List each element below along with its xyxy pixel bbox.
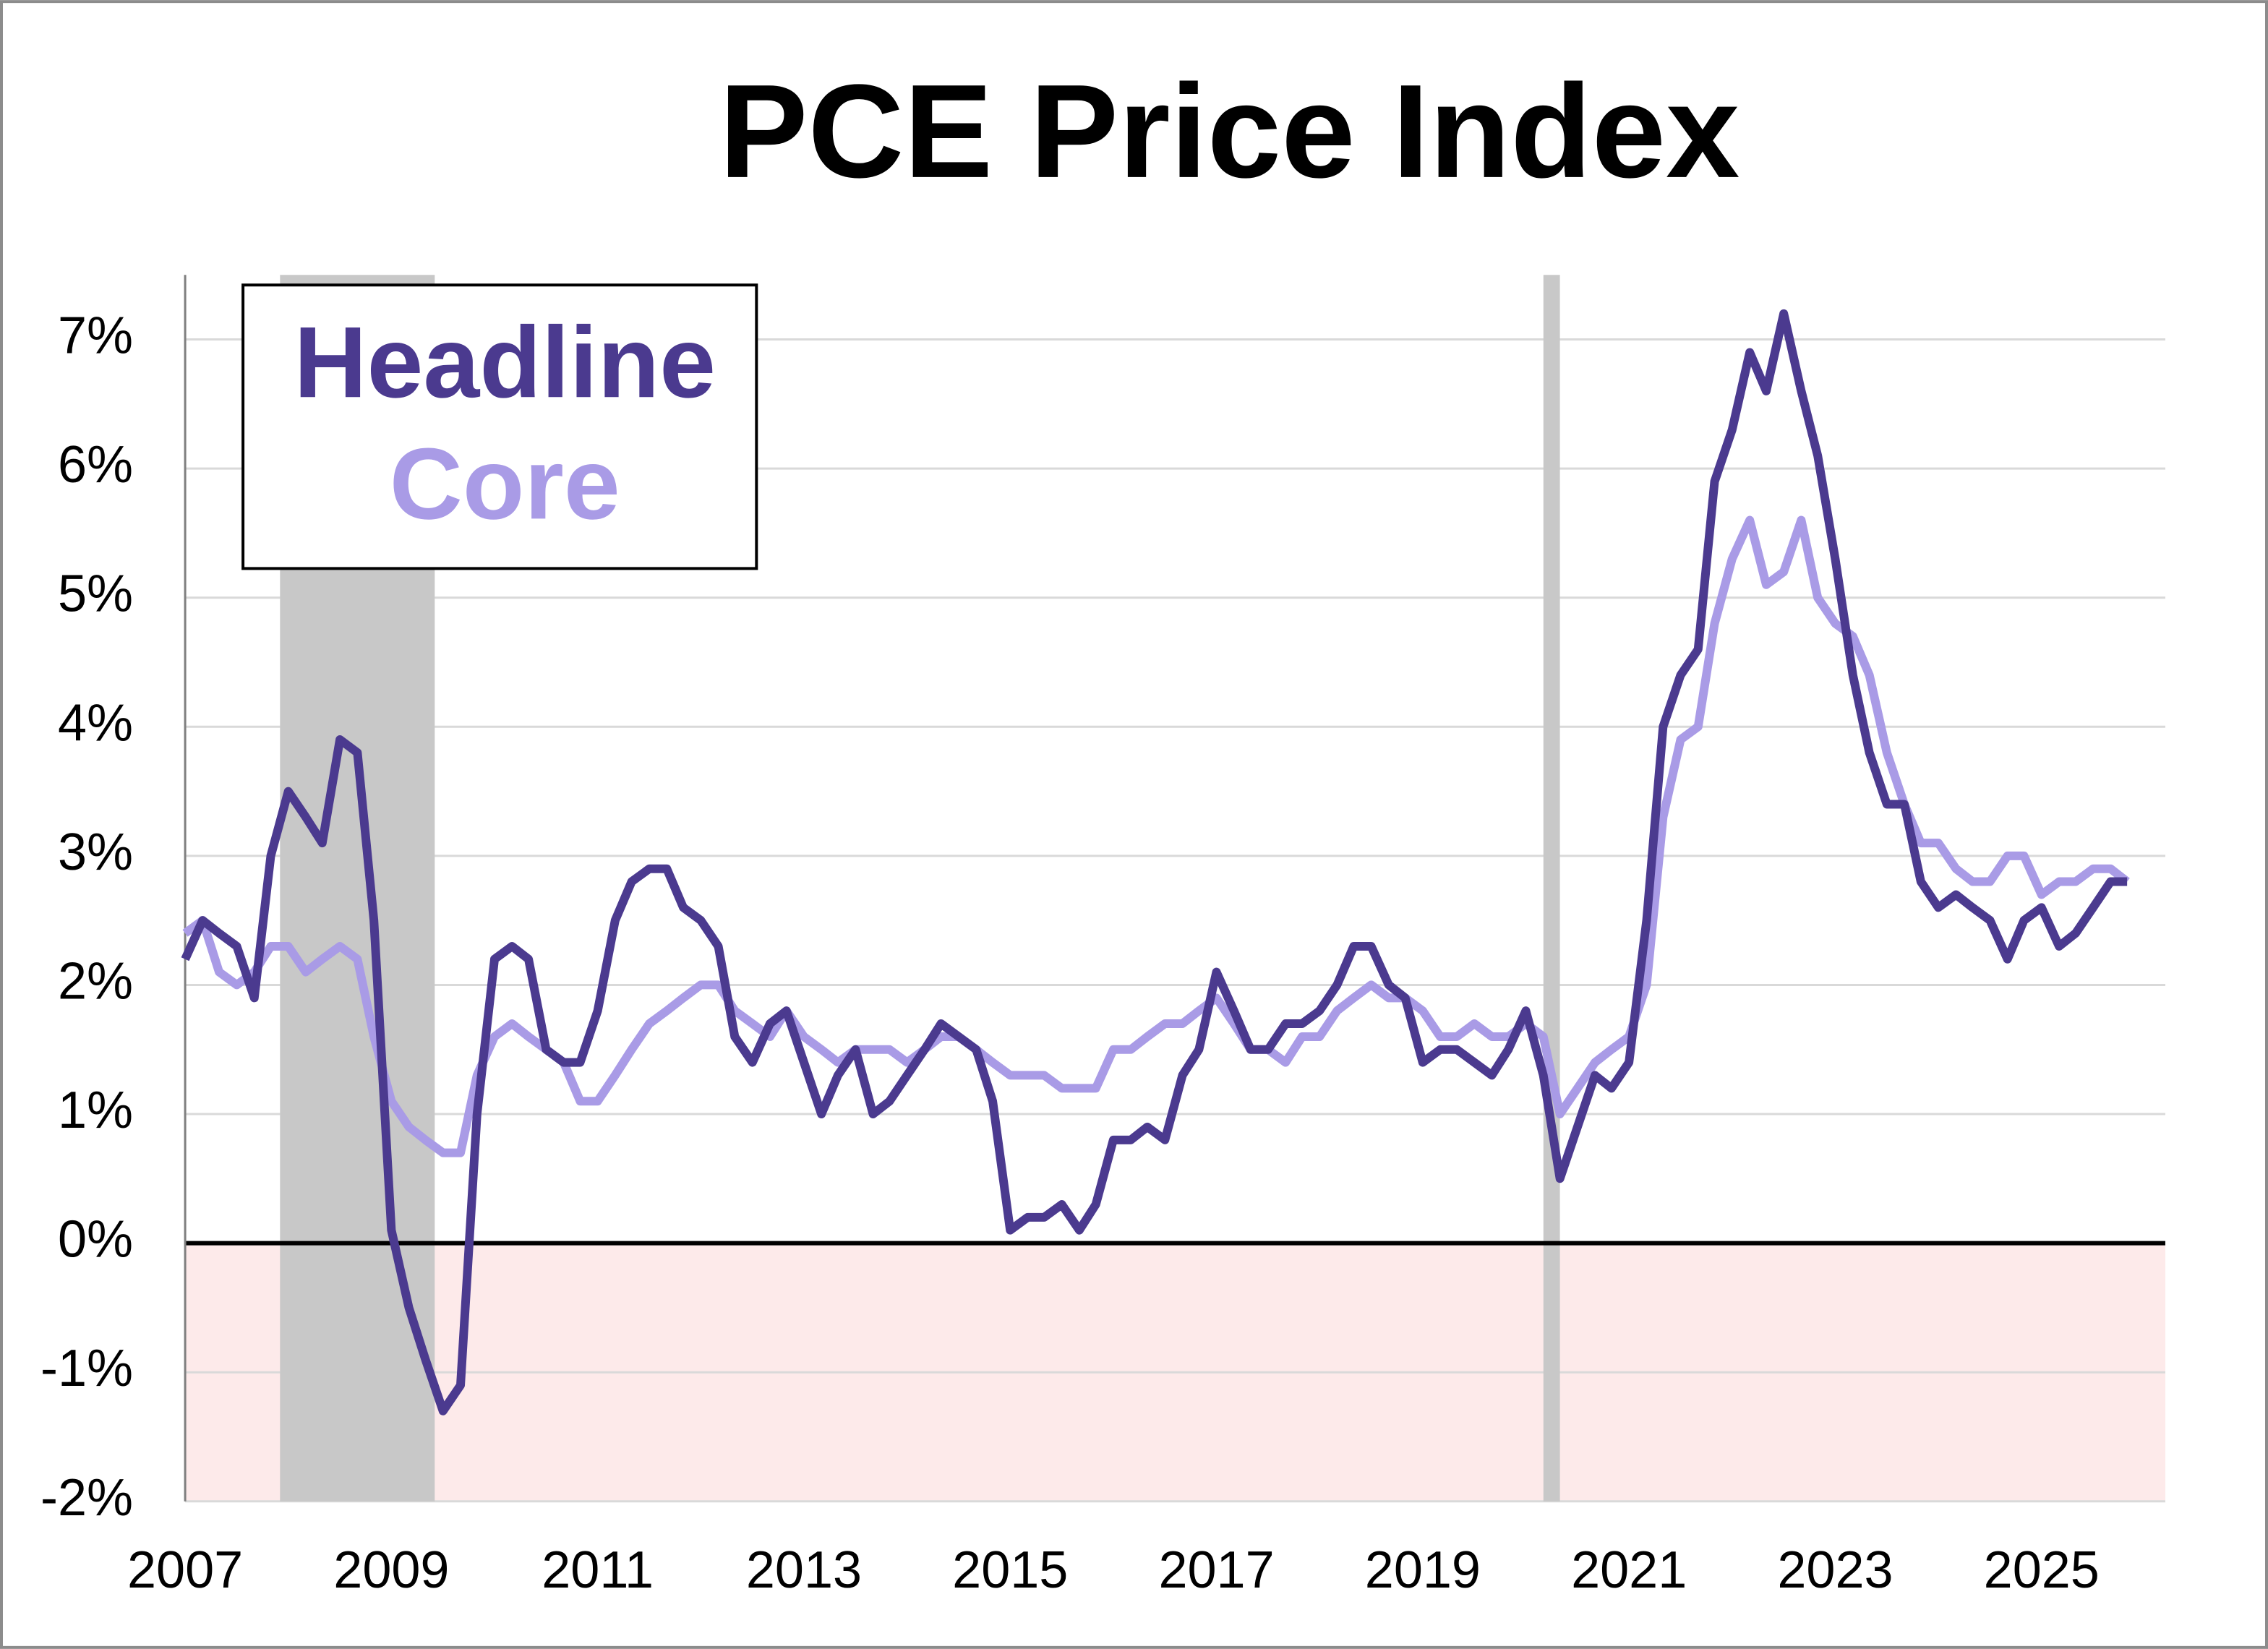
legend-label: Headline bbox=[294, 305, 716, 419]
y-tick-label: 4% bbox=[58, 694, 133, 752]
legend-label: Core bbox=[390, 427, 620, 540]
y-tick-label: 0% bbox=[58, 1211, 133, 1269]
x-tick-label: 2019 bbox=[1365, 1541, 1481, 1599]
y-tick-label: 7% bbox=[58, 307, 133, 365]
x-tick-label: 2011 bbox=[542, 1541, 654, 1599]
y-tick-label: 1% bbox=[58, 1082, 133, 1139]
y-tick-label: 2% bbox=[58, 952, 133, 1010]
y-tick-label: 5% bbox=[58, 565, 133, 623]
plot-area: -2% -1% 0% 1% 2% 3% 4% 5% 6% 7% 2007 2009 2011 2013 20… bbox=[40, 275, 2165, 1599]
legend-box bbox=[241, 283, 758, 570]
y-tick-label: -1% bbox=[40, 1340, 133, 1397]
chart-title: PCE Price Index bbox=[719, 57, 1740, 206]
x-tick-label: 2015 bbox=[952, 1541, 1068, 1599]
y-tick-label: -2% bbox=[40, 1469, 133, 1527]
y-tick-label: 3% bbox=[58, 823, 133, 881]
x-tick-label: 2013 bbox=[746, 1541, 862, 1599]
recession-band bbox=[1543, 275, 1560, 1502]
series-line bbox=[181, 309, 2128, 1415]
y-tick-label: 6% bbox=[58, 436, 133, 494]
x-tick-label: 2025 bbox=[1984, 1541, 2100, 1599]
series-line bbox=[182, 515, 2130, 1157]
x-tick-label: 2023 bbox=[1777, 1541, 1893, 1599]
x-tick-label: 2007 bbox=[127, 1541, 243, 1599]
x-tick-label: 2009 bbox=[333, 1541, 449, 1599]
x-tick-label: 2017 bbox=[1158, 1541, 1274, 1599]
x-tick-label: 2021 bbox=[1571, 1541, 1687, 1599]
